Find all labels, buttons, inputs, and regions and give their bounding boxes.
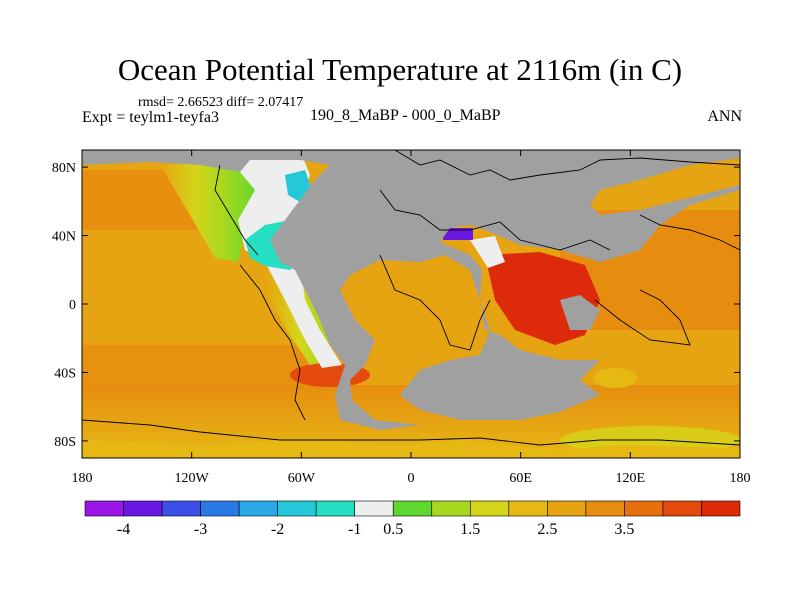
lon-tick-label: 180 — [730, 471, 751, 486]
colorbar-swatch — [585, 500, 625, 517]
colorbar-swatch — [354, 500, 394, 517]
colorbar-swatch — [662, 500, 702, 517]
colorbar-label: -3 — [194, 521, 207, 538]
colorbar-label: 3.5 — [614, 521, 634, 538]
colorbar-swatch — [315, 500, 356, 517]
east-asia-outline — [639, 214, 740, 251]
tethys-cold-anomaly — [443, 228, 473, 240]
lon-tick-label: 60E — [509, 471, 532, 486]
lon-tick-label: 60W — [288, 471, 316, 486]
experiment-label: Expt = teylm1-teyfa3 — [82, 109, 219, 126]
colorbar-swatch — [624, 500, 664, 517]
colorbar-swatch — [547, 500, 587, 517]
central-coast-outline — [379, 189, 611, 251]
lat-tick-label: 0 — [69, 298, 76, 313]
africa-outline — [379, 254, 491, 351]
lat-tick-label: 80N — [52, 161, 76, 176]
statistics-line: rmsd= 2.66523 diff= 2.07417 — [138, 95, 304, 110]
map-field — [82, 150, 740, 458]
map-title: Ocean Potential Temperature at 2116m (in… — [117, 52, 683, 87]
colorbar-label: 1.5 — [460, 521, 480, 538]
lon-tick-label: 180 — [72, 471, 93, 486]
antarctic-margin — [82, 440, 740, 458]
colorbar-swatch — [200, 500, 240, 517]
colorbar: -4 -3 -2 -1 0.5 1.5 2.5 3.5 — [84, 500, 741, 538]
longitude-axis: 180 120W 60W 0 60E 120E 180 — [72, 150, 751, 486]
colorbar-swatch — [123, 500, 163, 517]
land-mass — [82, 150, 740, 430]
colorbar-label: 0.5 — [383, 521, 403, 538]
colorbar-swatch — [161, 500, 201, 517]
australia-outline — [594, 289, 691, 346]
colorbar-swatch — [701, 500, 741, 517]
lat-tick-label: 40N — [52, 230, 76, 245]
island-mass — [560, 295, 600, 330]
colorbar-swatch — [392, 500, 433, 517]
colorbar-swatch — [84, 500, 124, 517]
south-pacific-band — [82, 345, 322, 385]
north-america-outline — [214, 164, 259, 256]
lat-tick-label: 40S — [54, 366, 76, 381]
period-subtitle: 190_8_MaBP - 000_0_MaBP — [310, 107, 501, 124]
colorbar-label: -1 — [348, 521, 361, 538]
season-label: ANN — [707, 108, 742, 125]
lat-tick-label: 80S — [54, 435, 76, 450]
colorbar-swatch — [277, 500, 317, 517]
latitude-axis: 80N 40N 0 40S 80S — [52, 161, 740, 450]
colorbar-swatch — [431, 500, 471, 517]
colorbar-swatch — [469, 500, 510, 517]
colorbar-label: 2.5 — [537, 521, 557, 538]
south-indian-cool-spot — [593, 368, 637, 388]
tethys-neutral-patch — [470, 236, 505, 268]
northern-coast-outline — [394, 150, 740, 181]
colorbar-label: -2 — [271, 521, 284, 538]
colorbar-swatch — [238, 500, 278, 517]
antarctic-outline — [82, 419, 740, 446]
south-america-outline — [239, 264, 306, 421]
colorbar-swatch — [508, 500, 548, 517]
lon-tick-label: 120E — [616, 471, 646, 486]
lon-tick-label: 120W — [175, 471, 210, 486]
lon-tick-label: 0 — [408, 471, 415, 486]
coastline-outlines — [82, 150, 740, 446]
colorbar-label: -4 — [117, 521, 130, 538]
north-atlantic-gradient — [160, 160, 260, 262]
